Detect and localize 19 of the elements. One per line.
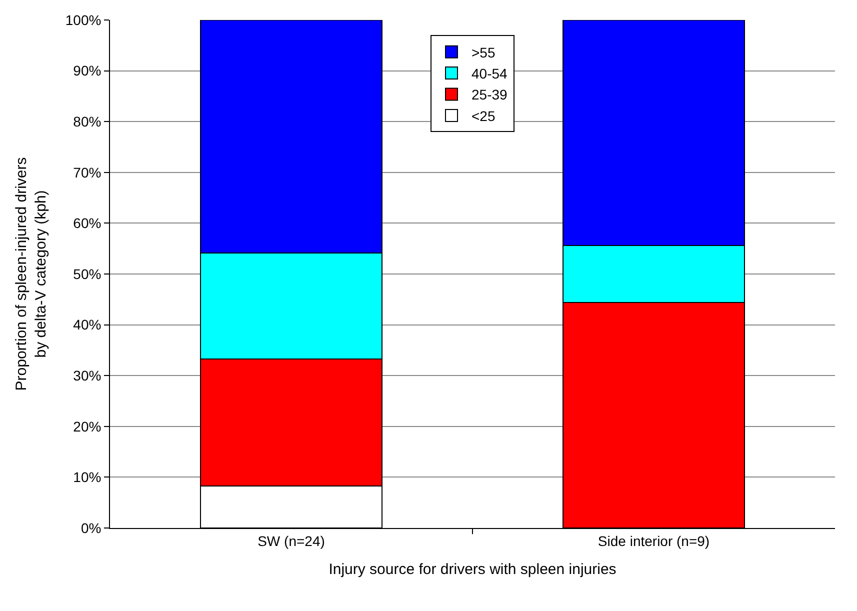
legend-label: 25-39: [472, 86, 508, 103]
x-tick-label: SW (n=24): [258, 532, 325, 549]
y-tick-label: 50%: [73, 266, 102, 282]
y-tick-label: 30%: [73, 368, 102, 384]
y-axis-title: Proportion of spleen-injured drivers by delta-V category (kph): [13, 157, 50, 391]
y-tick-label: 10%: [73, 469, 102, 486]
x-tick-label: Side interior (n=9): [598, 532, 710, 549]
y-tick-label: 0%: [80, 520, 102, 536]
y-tick-label: 70%: [73, 164, 102, 180]
legend-label: <25: [472, 108, 496, 124]
legend-label: >55: [472, 44, 496, 60]
y-tick-label: 60%: [73, 215, 102, 232]
y-tick-label: 80%: [73, 114, 102, 130]
y-tick-label: 20%: [73, 418, 102, 434]
legend-label: 40-54: [472, 66, 508, 82]
x-axis-title: Injury source for drivers with spleen injuries: [328, 560, 616, 578]
y-tick-label: 40%: [73, 316, 102, 333]
y-tick-label: 100%: [65, 12, 102, 28]
y-tick-label: 90%: [73, 62, 102, 79]
